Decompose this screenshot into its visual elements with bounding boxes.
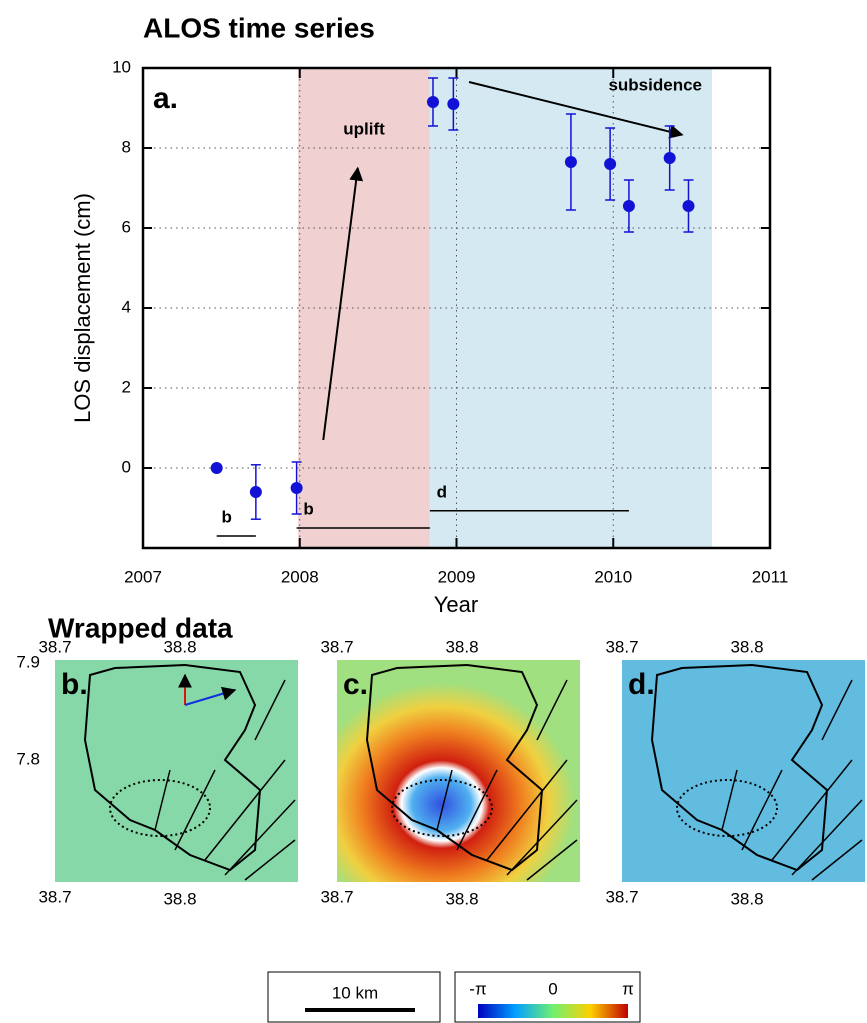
fault (244, 839, 296, 881)
depression-outline (109, 779, 211, 837)
baseline-label: b (303, 499, 313, 518)
fault (811, 839, 863, 881)
point (682, 200, 695, 212)
baseline-label: d (437, 482, 447, 501)
point (604, 158, 617, 170)
fault (526, 839, 578, 881)
lon-label: 38.7 (605, 637, 638, 656)
fault (456, 769, 498, 851)
scale-box (267, 971, 441, 1023)
y-tick-label: 6 (122, 217, 131, 236)
lon-label: 38.7 (320, 887, 353, 906)
point (210, 462, 223, 474)
fault (741, 769, 783, 851)
x-tick-label: 2008 (281, 567, 319, 586)
lon-label: 38.8 (445, 889, 478, 908)
chart-title: ALOS time series (143, 12, 375, 43)
y-tick-label: 8 (122, 137, 131, 156)
lon-label: 38.7 (605, 887, 638, 906)
fault (204, 759, 286, 861)
x-axis-label: Year (434, 592, 478, 617)
fault (821, 679, 853, 741)
x-tick-label: 2009 (438, 567, 476, 586)
colorbar-label: 0 (548, 979, 557, 998)
map-label: b. (61, 668, 88, 701)
lon-label: 38.8 (163, 637, 196, 656)
x-tick-label: 2007 (124, 567, 162, 586)
fault (174, 769, 216, 851)
fault (771, 759, 853, 861)
arrow-east (184, 686, 237, 706)
arrow (322, 166, 364, 441)
span-label: uplift (343, 119, 385, 138)
colorbar-label: π (622, 979, 634, 998)
y-tick-label: 0 (122, 457, 131, 476)
map-panel: d. 38.7 38.8 38.7 38.8 (605, 637, 865, 908)
scale-label: 10 km (332, 983, 378, 1002)
map-panel: c. 38.7 38.8 38.7 38.8 (320, 637, 580, 908)
lat-label: 7.9 (16, 652, 40, 671)
lat-label: 7.8 (16, 749, 40, 768)
maps-title: Wrapped data (48, 612, 233, 643)
point (564, 156, 577, 168)
point (249, 486, 262, 498)
lon-label: 38.8 (730, 889, 763, 908)
arrow (468, 81, 684, 139)
fault (436, 769, 453, 831)
depression-outline (676, 779, 778, 837)
x-tick-label: 2011 (752, 567, 789, 586)
fault (154, 769, 171, 831)
fault (486, 759, 568, 861)
y-axis-label: LOS displacement (cm) (70, 193, 95, 423)
fault (721, 769, 738, 831)
fault (791, 799, 863, 876)
y-tick-label: 4 (122, 297, 131, 316)
span-label: subsidence (608, 75, 702, 94)
lon-label: 38.8 (163, 889, 196, 908)
colorbar: -π 0 π (454, 971, 641, 1023)
point (447, 98, 460, 110)
caldera-outline (365, 663, 544, 872)
lon-label: 38.7 (38, 887, 71, 906)
point (426, 96, 439, 108)
fault (506, 799, 578, 876)
baseline-label: b (221, 507, 231, 526)
scale-bar: 10 km (267, 971, 441, 1023)
caldera-outline (650, 663, 829, 872)
map-label: c. (343, 668, 368, 701)
x-tick-label: 2010 (594, 567, 632, 586)
colorbar-label: -π (469, 979, 486, 998)
fault (254, 679, 286, 741)
y-tick-label: 10 (112, 57, 131, 76)
point (622, 200, 635, 212)
lon-label: 38.8 (730, 637, 763, 656)
y-tick-label: 2 (122, 377, 131, 396)
depression-outline (391, 779, 493, 837)
colorbar-ramp (478, 1004, 628, 1018)
point (663, 152, 676, 164)
panel-label: a. (153, 82, 178, 115)
map-panel: b. 38.7 38.8 38.7 38.8 (38, 637, 298, 908)
lon-label: 38.7 (38, 637, 71, 656)
point (290, 482, 303, 494)
fault (536, 679, 568, 741)
map-label: d. (628, 668, 655, 701)
lon-label: 38.7 (320, 637, 353, 656)
caldera-outline (83, 663, 262, 872)
fault (224, 799, 296, 876)
lon-label: 38.8 (445, 637, 478, 656)
